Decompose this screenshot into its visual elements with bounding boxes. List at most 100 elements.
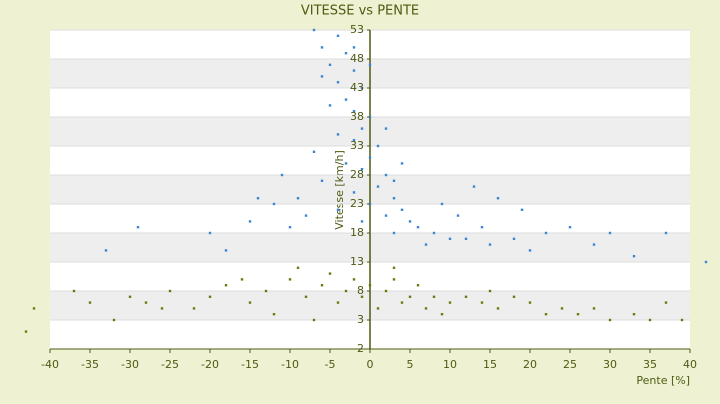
data-point bbox=[416, 226, 420, 229]
x-tick-label: -20 bbox=[201, 358, 219, 371]
data-point bbox=[296, 266, 300, 269]
y-axis-label: Vitesse [km/h] bbox=[333, 150, 346, 230]
data-point bbox=[136, 226, 140, 229]
data-point bbox=[432, 295, 436, 298]
data-point bbox=[408, 295, 412, 298]
data-point bbox=[328, 63, 332, 66]
x-tick-label: 10 bbox=[443, 358, 457, 371]
data-point bbox=[392, 179, 396, 182]
y-tick-label: 8 bbox=[357, 284, 364, 297]
x-tick-label: -15 bbox=[241, 358, 259, 371]
data-point bbox=[336, 34, 340, 37]
data-point bbox=[512, 295, 516, 298]
data-point bbox=[248, 220, 252, 223]
data-point bbox=[424, 307, 428, 310]
data-point bbox=[72, 289, 76, 293]
data-point bbox=[304, 214, 308, 217]
data-point bbox=[160, 307, 164, 310]
data-point bbox=[528, 301, 532, 304]
data-point bbox=[256, 197, 260, 200]
data-point bbox=[336, 133, 340, 136]
chart-title: VITESSE vs PENTE bbox=[301, 4, 419, 19]
x-tick-label: 35 bbox=[643, 358, 657, 371]
data-point bbox=[360, 168, 364, 171]
y-tick-label: 13 bbox=[350, 255, 364, 268]
data-point bbox=[440, 202, 444, 206]
data-point bbox=[424, 243, 428, 246]
x-tick-label: 25 bbox=[563, 358, 577, 371]
data-point bbox=[352, 69, 356, 72]
data-point bbox=[384, 289, 388, 293]
data-point bbox=[456, 214, 460, 217]
data-point bbox=[336, 208, 340, 211]
data-point bbox=[368, 63, 372, 66]
data-point bbox=[208, 231, 212, 235]
data-point bbox=[88, 301, 92, 304]
data-point bbox=[320, 75, 324, 78]
data-point bbox=[592, 307, 596, 310]
y-tick-label: 33 bbox=[350, 139, 364, 152]
data-point bbox=[392, 266, 396, 269]
data-point bbox=[448, 237, 452, 240]
data-point bbox=[248, 301, 252, 304]
data-point bbox=[392, 231, 396, 235]
data-point bbox=[168, 289, 172, 293]
y-tick-label: 3 bbox=[357, 313, 364, 326]
x-tick-label: -30 bbox=[121, 358, 139, 371]
x-tick-label: 15 bbox=[483, 358, 497, 371]
data-point bbox=[384, 127, 388, 130]
data-point bbox=[264, 289, 268, 293]
data-point bbox=[352, 46, 356, 49]
data-point bbox=[632, 313, 636, 316]
data-point bbox=[496, 307, 500, 310]
data-point bbox=[512, 237, 516, 240]
x-tick-label: 30 bbox=[603, 358, 617, 371]
data-point bbox=[272, 202, 276, 206]
data-point bbox=[632, 255, 636, 258]
data-point bbox=[32, 307, 36, 310]
data-point bbox=[480, 226, 484, 229]
x-tick-label: 5 bbox=[407, 358, 414, 371]
data-point bbox=[544, 231, 548, 235]
data-point bbox=[336, 81, 340, 84]
y-tick-label: -2 bbox=[353, 342, 364, 355]
data-point bbox=[376, 307, 380, 310]
data-point bbox=[112, 318, 116, 322]
x-tick-label: 0 bbox=[367, 358, 374, 371]
data-point bbox=[376, 144, 380, 148]
data-point bbox=[608, 318, 612, 322]
data-point bbox=[472, 185, 476, 188]
data-point bbox=[576, 313, 580, 316]
data-point bbox=[352, 278, 356, 281]
data-point bbox=[336, 301, 340, 304]
data-point bbox=[400, 162, 404, 165]
y-tick-label: 38 bbox=[350, 110, 364, 123]
x-tick-label: -5 bbox=[325, 358, 336, 371]
x-tick-label: -10 bbox=[281, 358, 299, 371]
data-point bbox=[344, 162, 348, 165]
data-point bbox=[320, 284, 324, 287]
data-point bbox=[384, 214, 388, 217]
y-tick-label: 53 bbox=[350, 23, 364, 36]
x-axis-label: Pente [%] bbox=[636, 374, 690, 387]
data-point bbox=[464, 295, 468, 298]
data-point bbox=[224, 284, 228, 287]
data-point bbox=[360, 127, 364, 130]
data-point bbox=[328, 104, 332, 107]
y-tick-label: 23 bbox=[350, 197, 364, 210]
data-point bbox=[488, 243, 492, 246]
data-point bbox=[352, 191, 356, 194]
data-point bbox=[520, 208, 524, 211]
data-point bbox=[24, 330, 28, 333]
data-point bbox=[352, 139, 356, 142]
data-point bbox=[648, 318, 652, 322]
data-point bbox=[368, 284, 372, 287]
data-point bbox=[400, 301, 404, 304]
y-tick-label: 18 bbox=[350, 226, 364, 239]
data-point bbox=[272, 313, 276, 316]
data-point bbox=[344, 289, 348, 293]
data-point bbox=[312, 318, 316, 322]
data-point bbox=[376, 185, 380, 188]
data-point bbox=[432, 231, 436, 235]
